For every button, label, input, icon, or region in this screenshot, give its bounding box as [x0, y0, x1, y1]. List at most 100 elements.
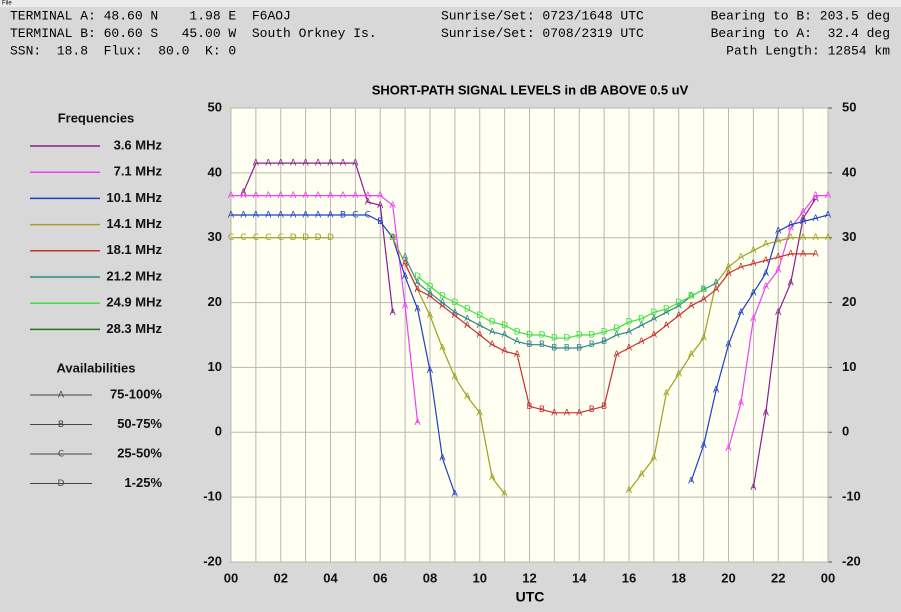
chart-title: SHORT-PATH SIGNAL LEVELS in dB ABOVE 0.5… — [372, 82, 689, 97]
x-tick-label: 00 — [821, 570, 835, 585]
point-marker: A — [278, 159, 285, 169]
point-marker: A — [414, 285, 421, 295]
x-axis-label: UTC — [516, 589, 545, 605]
point-marker: A — [713, 279, 720, 289]
point-marker: A — [688, 301, 695, 311]
point-marker: A — [452, 489, 459, 499]
point-marker: A — [812, 191, 819, 201]
y-tick-label: 30 — [208, 229, 222, 244]
point-marker: A — [775, 253, 782, 263]
point-marker: A — [551, 408, 558, 418]
point-marker: A — [477, 321, 484, 331]
point-marker: A — [253, 191, 260, 201]
point-marker: A — [427, 292, 434, 302]
point-marker: A — [763, 256, 770, 266]
point-marker: A — [825, 191, 832, 201]
point-marker: A — [452, 373, 459, 383]
y2-tick-label: 30 — [842, 229, 856, 244]
point-marker: A — [489, 473, 496, 483]
point-marker: A — [788, 279, 795, 289]
availability-label: 1-25% — [124, 475, 162, 490]
point-marker: B — [526, 402, 532, 412]
header-text: TERMINAL A: 48.60 N 1.98 E F6AOJ — [10, 8, 291, 23]
point-marker: A — [775, 308, 782, 318]
point-marker: A — [452, 308, 459, 318]
point-marker: A — [775, 266, 782, 276]
point-marker: A — [701, 295, 708, 305]
point-marker: A — [265, 191, 272, 201]
point-marker: A — [800, 214, 807, 224]
point-marker: A — [788, 249, 795, 259]
point-marker: A — [265, 211, 272, 221]
point-marker: B — [564, 343, 570, 353]
point-marker: D — [290, 233, 297, 243]
point-marker: A — [713, 279, 720, 289]
point-marker: A — [427, 366, 434, 376]
series-line — [242, 162, 817, 488]
y2-tick-label: 0 — [842, 424, 849, 439]
point-marker: D — [414, 272, 421, 282]
x-tick-label: 10 — [473, 570, 487, 585]
y2-tick-label: -10 — [842, 489, 861, 504]
point-marker: A — [439, 298, 446, 308]
point-marker: A — [800, 233, 807, 243]
point-marker: A — [676, 301, 683, 311]
point-marker: A — [439, 301, 446, 311]
legend-label: 10.1 MHz — [106, 190, 162, 205]
point-marker: B — [601, 402, 607, 412]
point-marker: A — [290, 211, 297, 221]
point-marker: A — [290, 191, 297, 201]
point-marker: A — [303, 191, 310, 201]
point-marker: C — [352, 211, 358, 221]
point-marker: A — [402, 272, 409, 282]
point-marker: A — [688, 292, 695, 302]
legend-title: Availabilities — [57, 360, 136, 375]
point-marker: A — [327, 159, 334, 169]
point-marker: A — [315, 159, 322, 169]
point-marker: D — [626, 318, 633, 328]
point-marker: A — [750, 314, 757, 324]
point-marker: C — [240, 233, 246, 243]
series-line — [404, 253, 816, 414]
point-marker: A — [327, 211, 334, 221]
legend-label: 24.9 MHz — [106, 295, 162, 310]
point-marker: A — [613, 331, 620, 341]
point-marker: D — [675, 298, 682, 308]
point-marker: D — [526, 331, 533, 341]
x-tick-label: 20 — [721, 570, 735, 585]
point-marker: A — [228, 191, 235, 201]
point-marker: C — [365, 211, 371, 221]
point-marker: A — [576, 408, 583, 418]
point-marker: A — [303, 211, 310, 221]
point-marker: A — [788, 233, 795, 243]
point-marker: C — [228, 233, 234, 243]
point-marker: A — [340, 159, 347, 169]
point-marker: A — [514, 350, 521, 360]
point-marker: D — [514, 327, 521, 337]
legend-label: 21.2 MHz — [106, 268, 162, 283]
point-marker: A — [439, 343, 446, 353]
point-marker: B — [340, 211, 346, 221]
point-marker: A — [327, 191, 334, 201]
header-text: SSN: 18.8 Flux: 80.0 K: 0 — [10, 43, 236, 58]
point-marker: A — [278, 211, 285, 221]
point-marker: D — [563, 334, 570, 344]
series-line — [231, 214, 829, 495]
point-marker: A — [638, 337, 645, 347]
point-marker: A — [452, 311, 459, 321]
point-marker: D — [613, 324, 620, 334]
menu-item[interactable]: File — [2, 1, 12, 7]
header-text: Sunrise/Set: 0723/1648 UTC — [441, 8, 644, 23]
point-marker: A — [365, 191, 372, 201]
availability-label: 25-50% — [117, 445, 162, 460]
point-marker: D — [576, 331, 583, 341]
point-marker: D — [427, 282, 434, 292]
point-marker: A — [825, 211, 832, 221]
header-text: Path Length: 12854 km — [726, 43, 890, 58]
point-marker: A — [800, 217, 807, 227]
point-marker: A — [402, 301, 409, 311]
availability-marker: A — [58, 391, 65, 401]
x-tick-label: 02 — [274, 570, 288, 585]
legend-label: 3.6 MHz — [114, 137, 163, 152]
